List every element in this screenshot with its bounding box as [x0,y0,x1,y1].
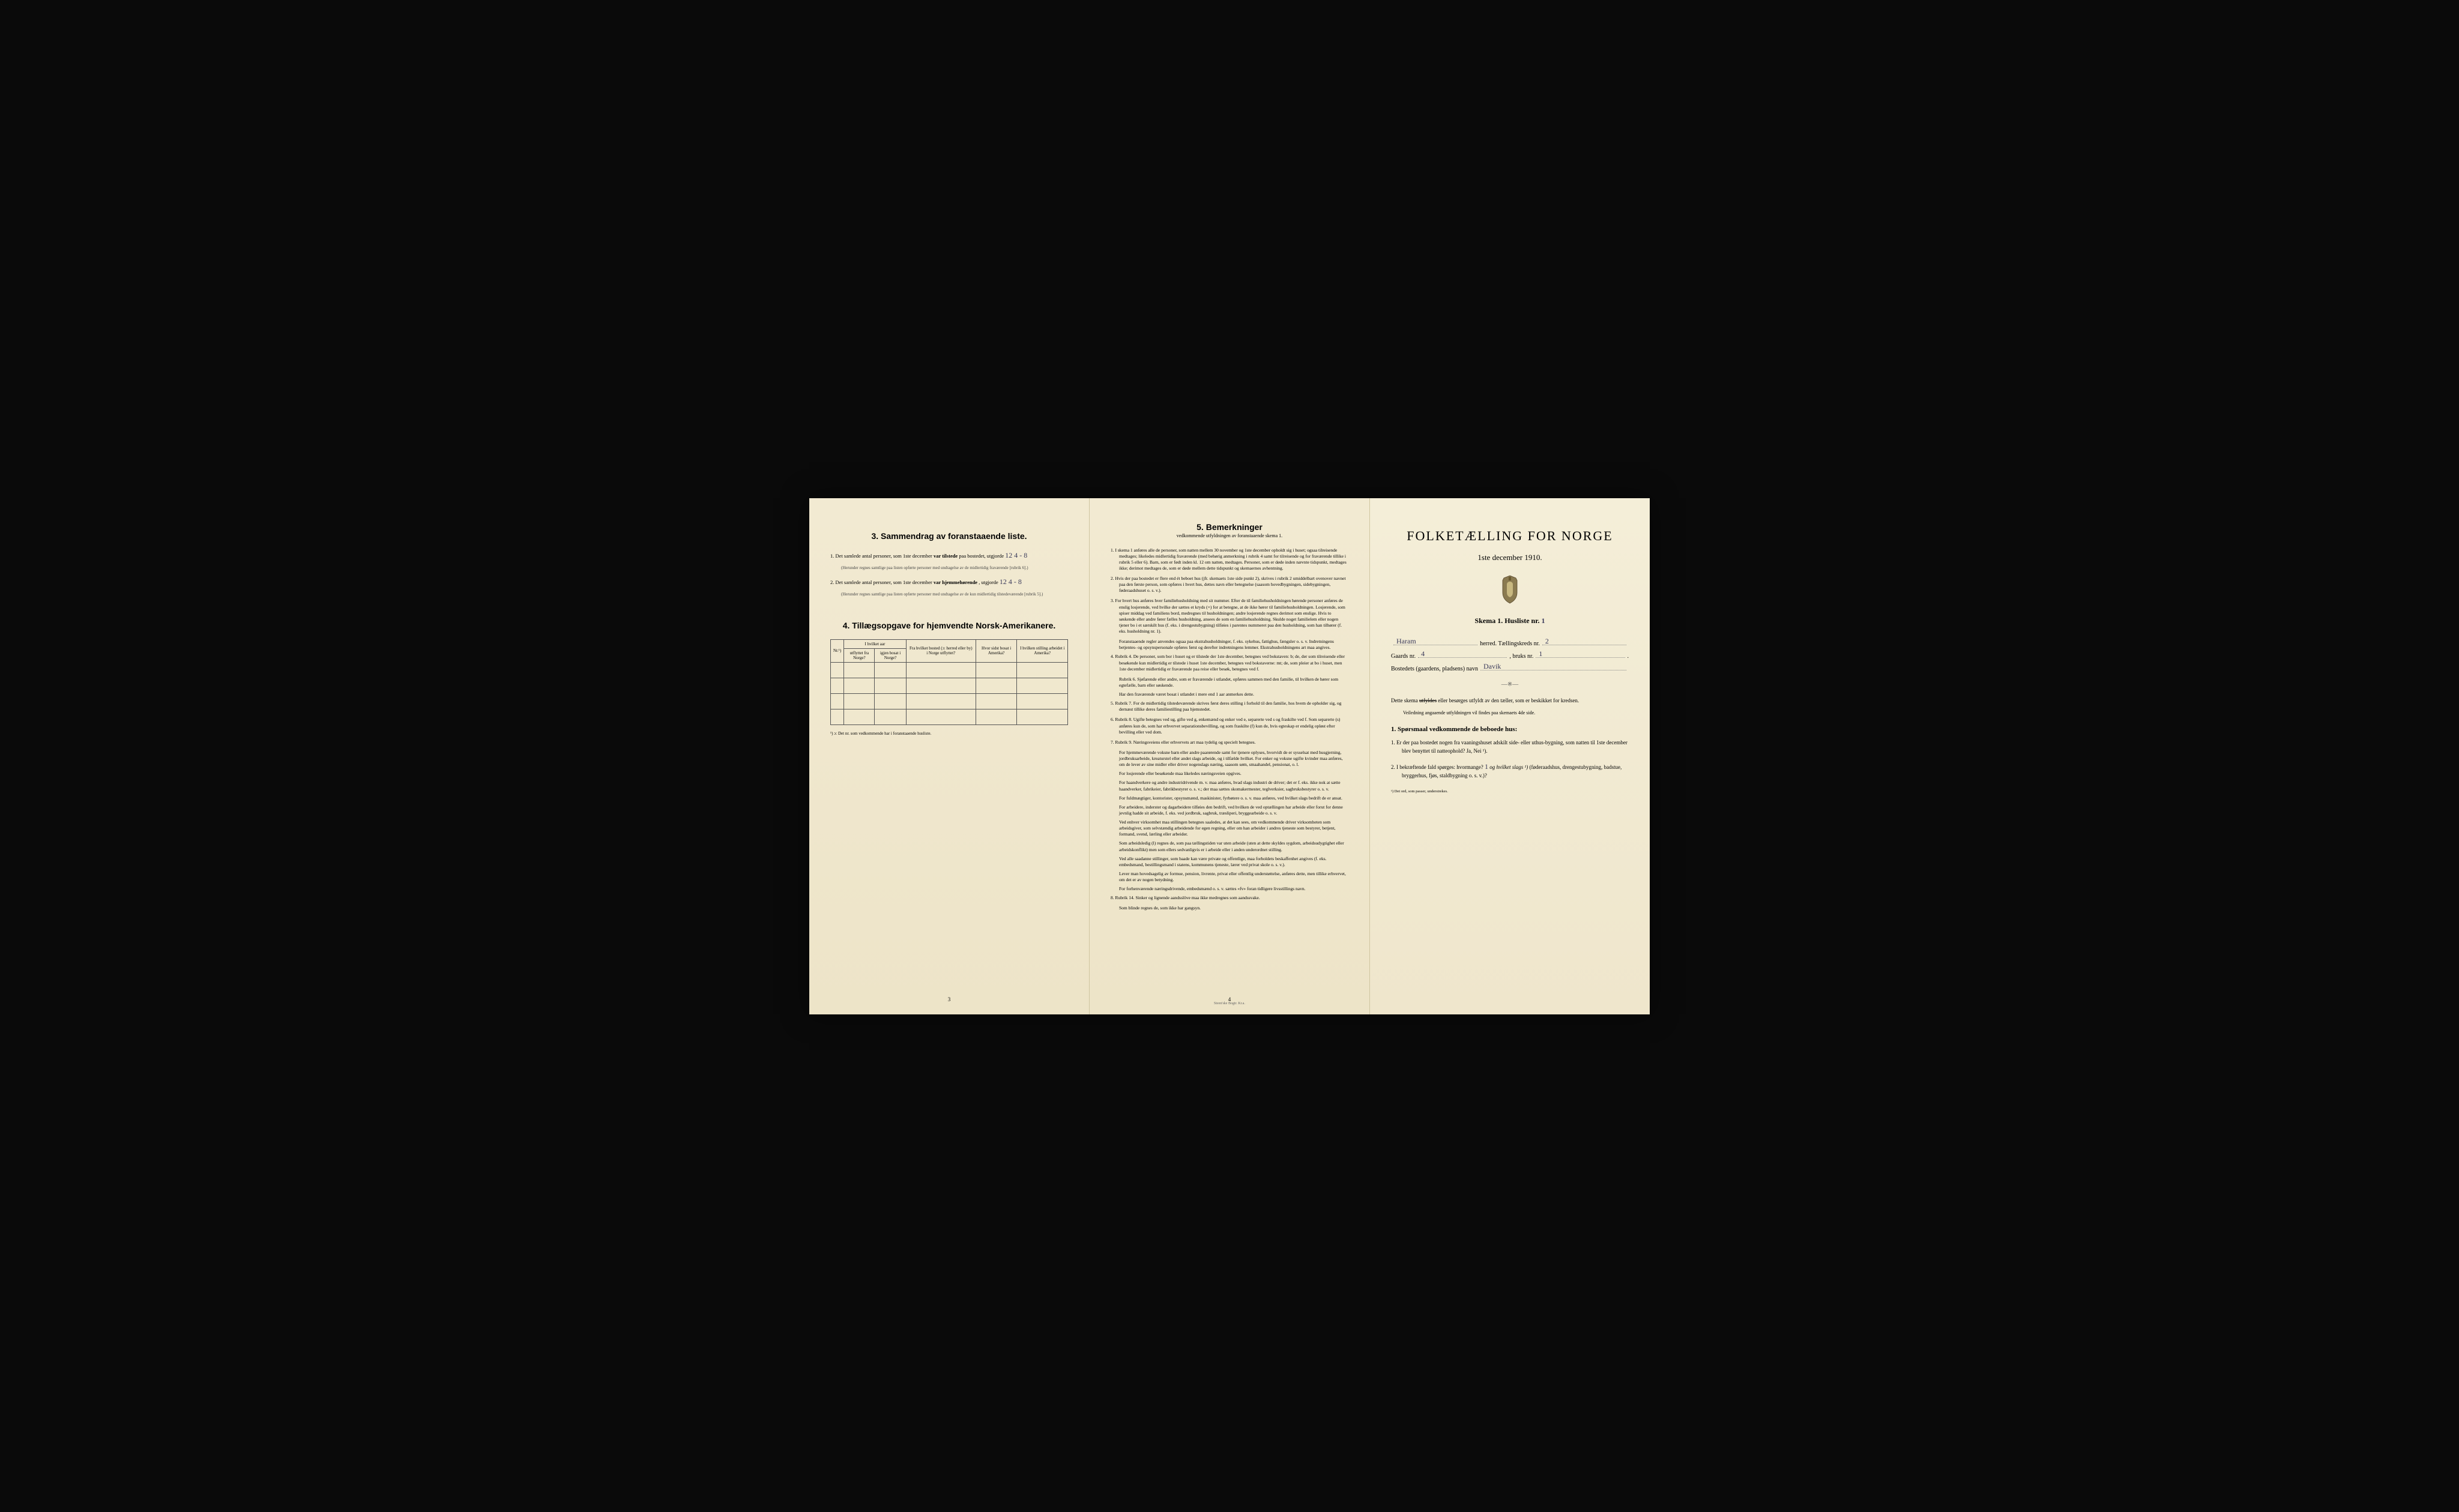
remark-7f: For arbeidere, inderster og dagarbeidere… [1111,804,1348,816]
table-row [831,709,1068,724]
kreds-value: 2 [1545,637,1549,646]
bosted-value: Davik [1483,662,1501,671]
document-date: 1ste december 1910. [1391,553,1629,562]
remark-7: 7. Rubrik 9. Næringsveiens eller erhverv… [1111,739,1348,745]
husliste-nr: 1 [1541,616,1545,625]
question-2: 2. I bekræftende fald spørges: hvormange… [1391,761,1629,780]
herred-value: Haram [1396,637,1416,646]
remark-7h: Som arbeidsledig (l) regnes de, som paa … [1111,840,1348,852]
table-row [831,693,1068,709]
col-from: Fra hvilket bosted (ɔ: herred eller by) … [906,639,976,662]
census-document: 3. Sammendrag av foranstaaende liste. 1.… [809,498,1650,1014]
present-count: 12 4 - 8 [1005,551,1027,559]
remark-7i: Ved alle saadanne stillinger, som baade … [1111,856,1348,868]
remark-7j: Lever man hovedsagelig av formue, pensio… [1111,871,1348,883]
questions-heading: 1. Spørsmaal vedkommende de beboede hus: [1391,726,1629,733]
remark-4b: Rubrik 6. Sjøfarende eller andre, som er… [1111,676,1348,688]
remarks-list: 1. I skema 1 anføres alle de personer, s… [1111,547,1348,912]
remark-4c: Har den fraværende været bosat i utlande… [1111,691,1348,697]
remark-8b: Som blinde regnes de, som ikke har gangs… [1111,905,1348,911]
table-footnote: ¹) ɔ: Det nr. som vedkommende har i fora… [830,731,1068,736]
page-number: 3 [948,996,951,1002]
remark-7d: For haandverkere og andre industridriven… [1111,780,1348,792]
remark-8: 8. Rubrik 14. Sinker og lignende aandssl… [1111,895,1348,901]
remark-1: 1. I skema 1 anføres alle de personer, s… [1111,547,1348,572]
gaards-nr: 4 [1421,649,1425,658]
remark-7g: Ved enhver virksomhet maa stillingen bet… [1111,819,1348,837]
table-row [831,678,1068,693]
summary-item-2: 2. Det samlede antal personer, som 1ste … [830,576,1068,587]
printer-credit: Steen'ske Bogtr. Kr.a. [1214,1002,1245,1005]
col-where: Hvor sidst bosat i Amerika? [976,639,1017,662]
fill-instruction: Dette skema utfyldes eller besørges utfy… [1391,697,1629,705]
remark-2: 2. Hvis der paa bostedet er flere end ét… [1111,576,1348,594]
remark-7c: For losjerende eller besøkende maa likel… [1111,771,1348,777]
page-cover: FOLKETÆLLING FOR NORGE 1ste december 191… [1370,498,1650,1014]
remark-5: 5. Rubrik 7. For de midlertidig tilstede… [1111,700,1348,712]
remark-4: 4. Rubrik 4. De personer, som bor i huse… [1111,654,1348,672]
section-5-title: 5. Bemerkninger [1111,522,1348,532]
remark-3b: Foranstaaende regler anvendes ogsaa paa … [1111,639,1348,651]
returnee-table-body [831,662,1068,724]
col-emigrated: utflyttet fra Norge? [844,648,875,662]
question-1: 1. Er der paa bostedet nogen fra vaaning… [1391,739,1629,755]
underscore-footnote: ¹) Det ord, som passer, understrekes. [1391,789,1629,794]
remark-3: 3. For hvert hus anføres hver familiehus… [1111,598,1348,634]
remark-7e: For fuldmægtiger, kontorister, opsynsmæn… [1111,795,1348,801]
col-occupation: I hvilken stilling arbeidet i Amerika? [1017,639,1068,662]
summary-note-2: (Herunder regnes samtlige paa listen opf… [830,592,1068,597]
herred-line: Haram herred. Tællingskreds nr. 2 [1391,640,1629,647]
table-row [831,662,1068,678]
resident-count: 12 4 - 8 [1000,577,1022,586]
col-nr: Nr.¹) [831,639,844,662]
bosted-line: Bostedets (gaardens, pladsens) navn Davi… [1391,666,1629,672]
col-returned: igjen bosat i Norge? [875,648,906,662]
bruks-nr: 1 [1539,649,1542,658]
schema-line: Skema 1. Husliste nr. 1 [1391,616,1629,625]
page-3: 3. Sammendrag av foranstaaende liste. 1.… [809,498,1090,1014]
guidance-note: Veiledning angaaende utfyldningen vil fi… [1391,709,1629,717]
section-5-subtitle: vedkommende utfyldningen av foranstaaend… [1111,533,1348,538]
summary-note-1: (Herunder regnes samtlige paa listen opf… [830,565,1068,570]
coat-of-arms-icon [1391,574,1629,607]
returnee-table: Nr.¹) I hvilket aar Fra hvilket bosted (… [830,639,1068,725]
gaards-line: Gaards nr. 4 , bruks nr. 1 . [1391,653,1629,660]
document-title: FOLKETÆLLING FOR NORGE [1391,528,1629,544]
summary-item-1: 1. Det samlede antal personer, som 1ste … [830,550,1068,561]
remark-7k: For forhenværende næringsdrivende, embed… [1111,886,1348,892]
remark-6: 6. Rubrik 8. Ugifte betegnes ved ug, gif… [1111,717,1348,735]
remark-7b: For hjemmeværende voksne barn eller andr… [1111,750,1348,768]
section-4-title: 4. Tillægsopgave for hjemvendte Norsk-Am… [830,621,1068,630]
ornament-icon: —※— [1391,681,1629,688]
section-3-title: 3. Sammendrag av foranstaaende liste. [830,531,1068,541]
col-years: I hvilket aar [844,639,907,648]
q2-count: 1 [1485,762,1488,771]
page-4: 5. Bemerkninger vedkommende utfyldningen… [1090,498,1370,1014]
